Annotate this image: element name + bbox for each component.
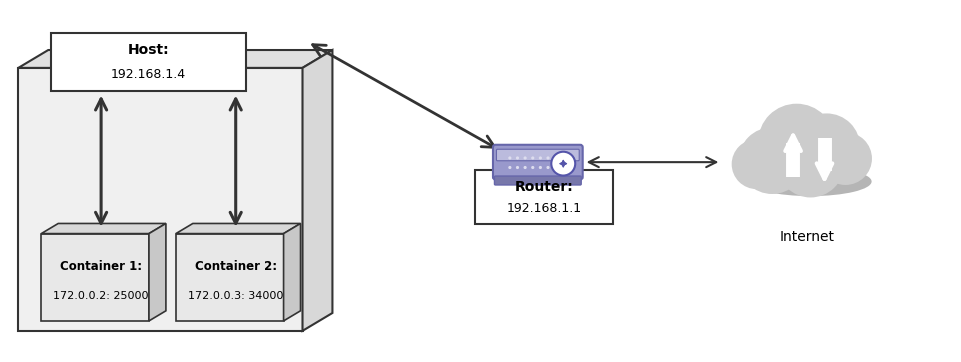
FancyBboxPatch shape <box>493 145 582 180</box>
Circle shape <box>516 156 519 160</box>
Polygon shape <box>303 50 333 331</box>
Circle shape <box>539 166 542 169</box>
Circle shape <box>793 113 860 180</box>
Circle shape <box>539 156 542 160</box>
Polygon shape <box>176 233 283 321</box>
Polygon shape <box>176 223 301 233</box>
Text: Internet: Internet <box>779 230 834 244</box>
Circle shape <box>547 166 550 169</box>
Polygon shape <box>149 223 166 321</box>
Circle shape <box>531 156 534 160</box>
Polygon shape <box>41 233 149 321</box>
Text: Host:: Host: <box>128 43 169 58</box>
Text: Container 2:: Container 2: <box>195 260 277 273</box>
FancyBboxPatch shape <box>475 170 612 224</box>
Text: 172.0.0.2: 25000: 172.0.0.2: 25000 <box>54 291 149 302</box>
Circle shape <box>524 166 527 169</box>
Circle shape <box>758 104 835 180</box>
Circle shape <box>552 152 576 176</box>
Text: 172.0.0.3: 34000: 172.0.0.3: 34000 <box>188 291 283 302</box>
Polygon shape <box>283 223 301 321</box>
Circle shape <box>508 156 511 160</box>
Circle shape <box>531 166 534 169</box>
FancyBboxPatch shape <box>51 33 246 91</box>
Circle shape <box>524 156 527 160</box>
Polygon shape <box>41 223 166 233</box>
Circle shape <box>731 139 782 189</box>
Circle shape <box>777 131 844 198</box>
FancyBboxPatch shape <box>495 176 581 185</box>
Text: 192.168.1.1: 192.168.1.1 <box>506 202 581 215</box>
Polygon shape <box>18 68 303 331</box>
FancyBboxPatch shape <box>497 149 579 161</box>
Circle shape <box>739 127 805 194</box>
Text: 192.168.1.4: 192.168.1.4 <box>111 68 186 81</box>
Text: Container 1:: Container 1: <box>60 260 142 273</box>
Circle shape <box>508 166 511 169</box>
Circle shape <box>819 132 872 185</box>
Circle shape <box>516 166 519 169</box>
Circle shape <box>547 156 550 160</box>
Polygon shape <box>18 50 333 68</box>
Ellipse shape <box>750 167 872 196</box>
Text: Router:: Router: <box>514 180 573 194</box>
